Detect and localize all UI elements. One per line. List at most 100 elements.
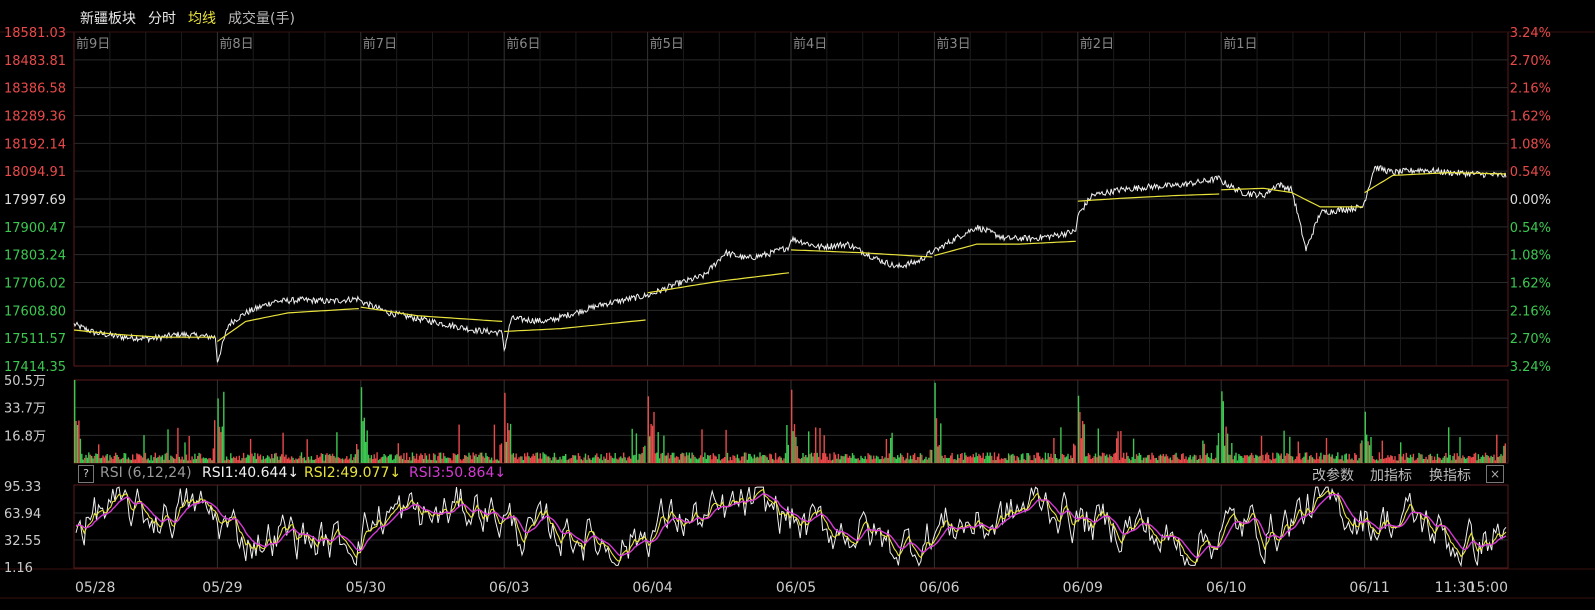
volume-bar — [323, 460, 325, 463]
volume-bar — [735, 457, 737, 463]
volume-bar — [440, 452, 442, 463]
volume-bar — [743, 452, 746, 463]
volume-bar — [1192, 456, 1194, 463]
volume-bar — [1144, 457, 1146, 463]
change-params-button[interactable]: 改参数 — [1312, 468, 1354, 484]
volume-bar — [383, 454, 385, 463]
volume-bar — [137, 454, 139, 463]
volume-bar — [834, 454, 837, 463]
volume-bar — [796, 446, 799, 463]
volume-bar — [999, 459, 1001, 463]
volume-bar — [1335, 456, 1338, 463]
volume-bar — [992, 460, 994, 463]
volume-bar — [1225, 426, 1227, 463]
volume-bar — [1265, 454, 1267, 463]
volume-bar — [733, 455, 736, 463]
volume-bar — [1104, 455, 1107, 463]
tab-average-line[interactable]: 均线 — [188, 11, 216, 27]
volume-bar — [964, 452, 966, 463]
volume-bar — [408, 457, 411, 463]
volume-bar — [712, 453, 714, 463]
volume-bar — [725, 429, 727, 463]
volume-bar — [389, 454, 391, 463]
pct-tick-label: 2.70% — [1510, 54, 1551, 69]
day-label: 前3日 — [936, 36, 970, 52]
volume-bar — [894, 457, 896, 463]
volume-bar — [300, 452, 303, 463]
volume-bar — [923, 458, 926, 463]
volume-bar — [144, 452, 147, 463]
volume-bar — [729, 456, 731, 463]
add-indicator-button[interactable]: 加指标 — [1370, 468, 1412, 484]
volume-bar — [670, 455, 672, 463]
pct-tick-label: 1.62% — [1510, 110, 1551, 125]
volume-bar — [867, 453, 869, 463]
volume-bar — [1200, 458, 1203, 463]
volume-bar — [312, 459, 314, 463]
volume-bar — [1266, 452, 1268, 463]
volume-bar — [79, 438, 82, 463]
volume-bar — [220, 432, 222, 463]
volume-bar — [1185, 456, 1187, 463]
volume-bar — [1060, 427, 1062, 463]
volume-bar — [559, 456, 561, 463]
volume-bar — [1349, 459, 1352, 463]
volume-bar — [1318, 456, 1321, 463]
volume-bar — [1210, 452, 1213, 463]
volume-bar — [1224, 445, 1226, 463]
help-button[interactable]: ? — [78, 465, 94, 483]
volume-bar — [688, 452, 690, 463]
volume-bar — [529, 457, 532, 463]
volume-bar — [995, 460, 997, 463]
volume-bar — [350, 454, 352, 463]
volume-bar — [1359, 443, 1362, 463]
volume-bar — [1202, 440, 1204, 463]
volume-bar — [476, 457, 479, 463]
volume-bar — [356, 444, 358, 463]
volume-bar — [334, 457, 337, 463]
volume-bar — [598, 458, 601, 463]
volume-bar — [572, 455, 574, 463]
volume-bar — [574, 455, 577, 463]
volume-bar — [198, 452, 200, 463]
volume-bar — [307, 456, 310, 463]
volume-bar — [248, 455, 250, 463]
volume-bar — [856, 458, 858, 463]
volume-bar — [877, 456, 879, 463]
volume-bar — [1147, 455, 1149, 463]
volume-bar — [604, 458, 606, 463]
volume-bar — [454, 453, 456, 463]
volume-bar — [880, 459, 882, 463]
volume-bar — [820, 459, 823, 463]
volume-bar — [674, 457, 676, 463]
volume-bar — [1051, 457, 1054, 463]
volume-bar — [434, 454, 436, 463]
volume-bar — [182, 459, 185, 463]
price-tick-label: 17997.69 — [4, 193, 66, 208]
close-indicator-icon[interactable]: × — [1486, 465, 1504, 483]
volume-bar — [382, 456, 384, 463]
volume-bar — [438, 452, 440, 463]
volume-bar — [403, 453, 405, 463]
indicator-name[interactable]: RSI (6,12,24) — [100, 465, 192, 481]
volume-bar — [1118, 460, 1121, 463]
volume-bar — [1186, 459, 1189, 463]
switch-indicator-button[interactable]: 换指标 — [1429, 468, 1471, 484]
pct-tick-label: 3.24% — [1510, 26, 1551, 41]
tab-volume[interactable]: 成交量(手) — [228, 11, 295, 27]
volume-bar — [1448, 427, 1450, 463]
volume-bar — [783, 458, 785, 463]
volume-bar — [224, 460, 226, 463]
volume-bar — [221, 426, 223, 463]
volume-bar — [202, 457, 205, 463]
volume-bar — [586, 459, 588, 463]
volume-bar — [738, 458, 740, 463]
volume-bar — [1121, 457, 1123, 463]
volume-bar — [1009, 455, 1011, 463]
volume-bar — [955, 460, 957, 463]
volume-bar — [1476, 460, 1478, 463]
volume-bar — [792, 431, 794, 463]
tab-minute[interactable]: 分时 — [148, 11, 176, 27]
volume-bar — [1452, 456, 1454, 463]
pct-tick-label: 1.62% — [1510, 277, 1551, 292]
